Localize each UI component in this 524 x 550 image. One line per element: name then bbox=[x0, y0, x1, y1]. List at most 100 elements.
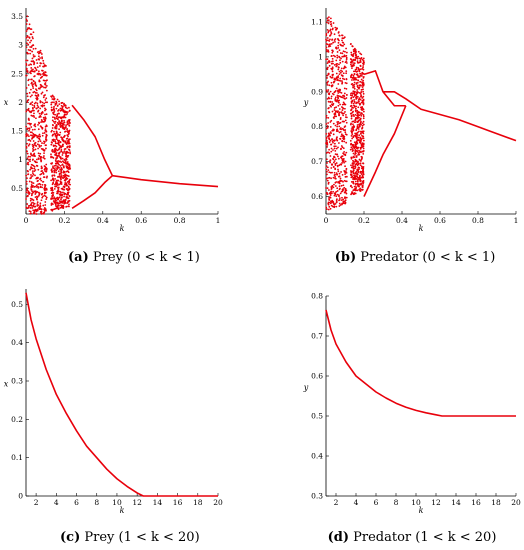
scatter-point bbox=[40, 199, 43, 202]
scatter-point bbox=[46, 101, 49, 104]
scatter-point bbox=[342, 137, 344, 140]
scatter-point bbox=[53, 122, 56, 125]
scatter-point bbox=[326, 83, 329, 86]
scatter-point bbox=[343, 78, 346, 81]
scatter-point bbox=[354, 152, 357, 154]
scatter-point bbox=[358, 70, 361, 73]
scatter-point bbox=[45, 80, 47, 82]
scatter-point bbox=[29, 177, 32, 180]
scatter-point bbox=[55, 148, 58, 151]
scatter-point bbox=[341, 139, 344, 142]
scatter-point bbox=[54, 142, 57, 145]
scatter-point bbox=[326, 187, 329, 190]
scatter-point bbox=[354, 150, 357, 153]
scatter-point bbox=[345, 141, 348, 144]
scatter-point bbox=[332, 190, 335, 193]
scatter-point bbox=[56, 98, 59, 101]
scatter-point bbox=[333, 64, 336, 66]
scatter-point bbox=[354, 142, 357, 145]
scatter-point bbox=[330, 167, 333, 169]
scatter-point bbox=[339, 179, 342, 182]
scatter-point bbox=[334, 175, 336, 178]
scatter-point bbox=[362, 90, 365, 93]
scatter-point bbox=[349, 148, 352, 151]
scatter-point bbox=[341, 55, 344, 58]
scatter-point bbox=[339, 177, 342, 180]
scatter-point bbox=[351, 126, 354, 128]
scatter-point bbox=[357, 50, 360, 53]
scatter-point bbox=[353, 104, 356, 107]
scatter-point bbox=[329, 200, 332, 203]
scatter-point bbox=[54, 154, 57, 156]
scatter-point bbox=[354, 165, 357, 167]
scatter-point bbox=[33, 116, 36, 118]
scatter-point bbox=[28, 119, 30, 121]
scatter-point bbox=[362, 173, 365, 176]
scatter-point bbox=[57, 110, 59, 112]
scatter-point bbox=[61, 145, 64, 148]
scatter-point bbox=[35, 184, 38, 187]
scatter-point bbox=[325, 139, 328, 142]
scatter-point bbox=[326, 97, 329, 100]
y-axis-label: y bbox=[303, 383, 309, 392]
scatter-point bbox=[344, 50, 346, 53]
scatter-point bbox=[65, 183, 67, 186]
scatter-point bbox=[342, 135, 345, 138]
scatter-point bbox=[325, 58, 327, 61]
scatter-point bbox=[332, 133, 335, 136]
scatter-point bbox=[54, 140, 57, 143]
scatter-point bbox=[28, 27, 31, 29]
scatter-point bbox=[31, 50, 34, 53]
scatter-point bbox=[31, 101, 34, 104]
scatter-point bbox=[59, 141, 62, 143]
scatter-point bbox=[361, 97, 364, 99]
scatter-point bbox=[56, 149, 59, 152]
scatter-point bbox=[44, 71, 46, 73]
scatter-point bbox=[31, 84, 34, 87]
scatter-point bbox=[341, 173, 344, 176]
scatter-point bbox=[51, 178, 54, 181]
scatter-point bbox=[39, 186, 42, 189]
scatter-point bbox=[355, 78, 358, 81]
scatter-point bbox=[50, 103, 53, 106]
scatter-point bbox=[357, 163, 360, 166]
scatter-point bbox=[338, 79, 341, 82]
scatter-point bbox=[337, 68, 340, 71]
scatter-point bbox=[362, 103, 365, 106]
x-tick-label: 6 bbox=[74, 498, 79, 507]
scatter-point bbox=[50, 168, 53, 171]
scatter-point bbox=[337, 146, 339, 149]
scatter-point bbox=[332, 158, 335, 161]
scatter-point bbox=[331, 51, 334, 54]
scatter-point bbox=[328, 171, 331, 174]
x-axis-label: k bbox=[419, 506, 424, 515]
scatter-point bbox=[332, 116, 335, 119]
scatter-point bbox=[361, 176, 364, 179]
scatter-point bbox=[336, 122, 339, 125]
scatter-point bbox=[27, 173, 29, 176]
scatter-point bbox=[358, 111, 361, 114]
scatter-point bbox=[327, 50, 330, 53]
scatter-point bbox=[33, 210, 36, 213]
scatter-point bbox=[53, 105, 55, 108]
scatter-point bbox=[45, 170, 48, 173]
scatter-point bbox=[326, 170, 328, 173]
scatter-point bbox=[53, 151, 56, 154]
panel-c: 2 4 6 8 10 12 14 16 18 20 0 0.1 0.2 0.3 0.4 0.5 k x bbox=[0, 280, 262, 530]
scatter-point bbox=[355, 51, 358, 53]
scatter-point bbox=[325, 206, 328, 209]
scatter-point bbox=[26, 15, 29, 18]
scatter-point bbox=[340, 106, 343, 108]
scatter-point bbox=[334, 167, 337, 170]
scatter-point bbox=[28, 191, 30, 194]
scatter-point bbox=[356, 116, 359, 119]
scatter-point bbox=[330, 55, 333, 57]
scatter-point bbox=[42, 69, 44, 72]
scatter-point bbox=[357, 176, 359, 179]
scatter-point bbox=[325, 208, 328, 210]
scatter-point bbox=[54, 168, 56, 171]
scatter-point bbox=[353, 101, 356, 103]
scatter-point bbox=[350, 193, 352, 196]
scatter-point bbox=[356, 146, 359, 149]
scatter-point bbox=[361, 101, 364, 104]
